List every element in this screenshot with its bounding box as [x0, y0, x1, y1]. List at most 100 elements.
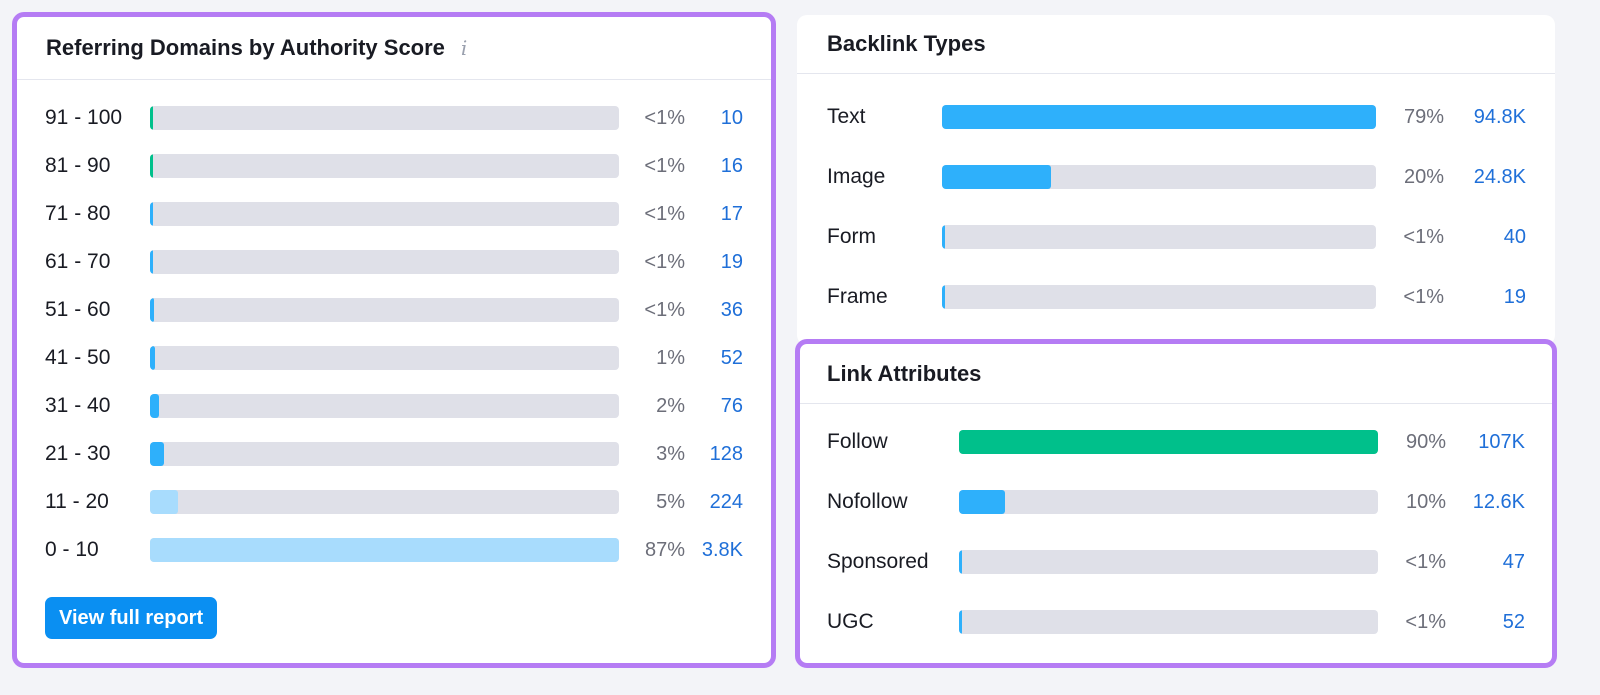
bar-row: Follow 90% 107K [800, 428, 1552, 456]
backlink-types-panel: Backlink Types Text 79% 94.8K Image 20% 24.8K… [797, 15, 1555, 345]
authority-score-header: Referring Domains by Authority Score i [17, 17, 771, 80]
view-full-report-button[interactable]: View full report [45, 597, 218, 639]
row-percentage: <1% [644, 155, 685, 177]
row-percentage: 20% [1403, 166, 1444, 188]
bar-track [959, 610, 1378, 634]
row-count-link[interactable]: 40 [1503, 226, 1526, 248]
row-label: Form [827, 225, 876, 248]
row-percentage: 3% [656, 443, 685, 465]
row-label: 0 - 10 [45, 538, 99, 561]
bar-row: Nofollow 10% 12.6K [800, 488, 1552, 516]
row-count-link[interactable]: 128 [709, 443, 743, 465]
bar-track [942, 105, 1376, 129]
bar-row: 11 - 20 5% 224 [17, 488, 771, 516]
bar-fill [150, 538, 619, 562]
row-label: Frame [827, 285, 888, 308]
bar-track [959, 490, 1378, 514]
bar-row: 41 - 50 1% 52 [17, 344, 771, 372]
row-percentage: <1% [1403, 286, 1444, 308]
row-count-link[interactable]: 17 [720, 203, 743, 225]
bar-row: Sponsored <1% 47 [800, 548, 1552, 576]
bar-row: 91 - 100 <1% 10 [17, 104, 771, 132]
row-label: Nofollow [827, 490, 908, 513]
bar-track [150, 106, 619, 130]
row-label: 81 - 90 [45, 154, 111, 177]
row-label: 51 - 60 [45, 298, 111, 321]
bar-row: 51 - 60 <1% 36 [17, 296, 771, 324]
bar-track [150, 394, 619, 418]
row-count-link[interactable]: 16 [720, 155, 743, 177]
bar-fill [959, 490, 1005, 514]
bar-track [942, 225, 1376, 249]
authority-score-panel: Referring Domains by Authority Score i 9… [12, 12, 776, 668]
row-label: Follow [827, 430, 888, 453]
bar-fill [942, 285, 945, 309]
bar-track [942, 285, 1376, 309]
bar-fill [959, 610, 962, 634]
row-percentage: 90% [1405, 431, 1446, 453]
bar-row: 31 - 40 2% 76 [17, 392, 771, 420]
row-label: Image [827, 165, 886, 188]
bar-row: 21 - 30 3% 128 [17, 440, 771, 468]
bar-track [150, 298, 619, 322]
bar-track [959, 550, 1378, 574]
bar-row: 61 - 70 <1% 19 [17, 248, 771, 276]
row-label: Sponsored [827, 550, 929, 573]
bar-track [150, 154, 619, 178]
panel-title: Referring Domains by Authority Score [46, 35, 445, 60]
row-label: 11 - 20 [45, 490, 109, 513]
bar-row: 0 - 10 87% 3.8K [17, 536, 771, 564]
row-count-link[interactable]: 19 [1503, 286, 1526, 308]
info-icon[interactable]: i [460, 36, 468, 60]
row-count-link[interactable]: 24.8K [1473, 166, 1526, 188]
row-percentage: <1% [1405, 551, 1446, 573]
row-count-link[interactable]: 224 [709, 491, 743, 513]
row-count-link[interactable]: 3.8K [701, 539, 743, 561]
row-count-link[interactable]: 12.6K [1472, 491, 1525, 513]
row-label: Text [827, 105, 866, 128]
bar-fill [959, 550, 962, 574]
row-percentage: <1% [644, 107, 685, 129]
row-count-link[interactable]: 47 [1502, 551, 1525, 573]
row-percentage: 87% [644, 539, 685, 561]
row-percentage: 1% [656, 347, 685, 369]
row-count-link[interactable]: 10 [720, 107, 743, 129]
row-label: UGC [827, 610, 874, 633]
bar-track [150, 538, 619, 562]
bar-fill [942, 165, 1051, 189]
row-percentage: <1% [644, 203, 685, 225]
bar-fill [150, 346, 155, 370]
row-label: 41 - 50 [45, 346, 111, 369]
backlink-types-header: Backlink Types [797, 15, 1555, 74]
bar-row: Text 79% 94.8K [797, 103, 1555, 131]
bar-fill [150, 490, 178, 514]
row-count-link[interactable]: 36 [720, 299, 743, 321]
bar-row: 71 - 80 <1% 17 [17, 200, 771, 228]
row-label: 31 - 40 [45, 394, 111, 417]
row-percentage: 79% [1403, 106, 1444, 128]
bar-row: Form <1% 40 [797, 223, 1555, 251]
row-count-link[interactable]: 52 [1502, 611, 1525, 633]
row-label: 21 - 30 [45, 442, 111, 465]
bar-track [150, 346, 619, 370]
panel-title: Link Attributes [827, 360, 982, 386]
bar-track [150, 250, 619, 274]
bar-fill [150, 202, 153, 226]
link-attributes-header: Link Attributes [800, 344, 1552, 404]
row-count-link[interactable]: 76 [720, 395, 743, 417]
bar-row: UGC <1% 52 [800, 608, 1552, 636]
row-count-link[interactable]: 94.8K [1473, 106, 1526, 128]
bar-track [942, 165, 1376, 189]
bar-fill [150, 442, 164, 466]
bar-track [150, 490, 619, 514]
bar-row: Frame <1% 19 [797, 283, 1555, 311]
panel-title: Backlink Types [827, 31, 986, 56]
bar-fill [959, 430, 1378, 454]
row-label: 71 - 80 [45, 202, 111, 225]
bar-fill [150, 298, 154, 322]
bar-fill [942, 225, 945, 249]
row-count-link[interactable]: 52 [720, 347, 743, 369]
row-percentage: <1% [1405, 611, 1446, 633]
row-count-link[interactable]: 107K [1478, 431, 1525, 453]
row-count-link[interactable]: 19 [720, 251, 743, 273]
